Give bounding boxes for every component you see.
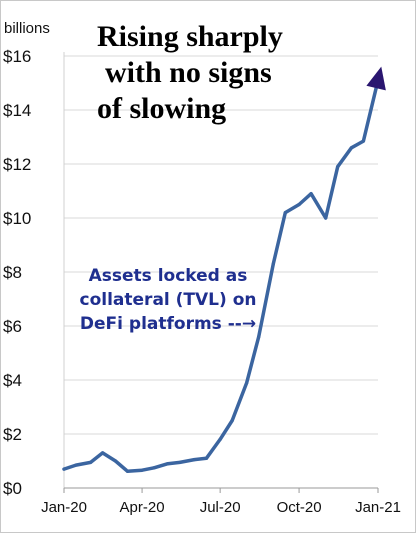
annotation-line: collateral (TVL) on [80, 290, 257, 310]
y-tick-label: $4 [3, 371, 22, 390]
data-point [204, 456, 209, 460]
data-point [113, 459, 118, 463]
data-point [257, 335, 261, 339]
data-point [178, 460, 182, 464]
data-point [218, 437, 222, 441]
y-tick-label: $0 [3, 479, 22, 498]
data-point [283, 211, 287, 215]
y-tick-label: $14 [3, 101, 31, 120]
data-point [245, 381, 249, 385]
annotation-line: Assets locked as [89, 266, 248, 286]
y-tick-label: $2 [3, 425, 22, 444]
data-point [125, 469, 130, 473]
data-point [361, 139, 366, 143]
data-point [230, 418, 234, 423]
chart-title-line: Rising sharply [97, 20, 283, 53]
data-point [336, 165, 340, 169]
y-tick-label: $10 [3, 209, 31, 228]
data-point [140, 468, 144, 472]
y-tick-label: $6 [3, 317, 22, 336]
chart-title-line: of slowing [97, 92, 226, 125]
x-tick-label: Jan-21 [355, 499, 401, 516]
data-point [152, 466, 156, 470]
axes [63, 52, 378, 489]
data-point [324, 216, 328, 220]
chart-title-line: with no signs [105, 56, 272, 89]
data-point [62, 467, 66, 471]
data-point [271, 262, 275, 266]
x-tick-label: Oct-20 [277, 499, 322, 516]
x-tick-label: Jul-20 [200, 499, 241, 516]
line-arrowhead [366, 66, 386, 91]
y-tick-label: $12 [3, 155, 31, 174]
x-tick-label: Apr-20 [120, 499, 165, 516]
data-point [101, 451, 105, 455]
data-point [88, 460, 93, 464]
data-point [297, 202, 301, 207]
data-point [166, 462, 170, 466]
annotation-line: DeFi platforms --→ [80, 314, 256, 334]
series-group [62, 66, 386, 474]
data-point [192, 458, 197, 462]
y-tick-labels: $0 $2 $4 $6 $8 $10 $12 $14 $16 [3, 47, 31, 498]
data-point [74, 463, 78, 467]
tvl-annotation: Assets locked as collateral (TVL) on DeFi … [80, 266, 257, 334]
x-tick-labels: Jan-20 Apr-20 Jul-20 Oct-20 Jan-21 [41, 488, 401, 516]
gridlines [64, 55, 378, 435]
y-tick-label: $8 [3, 263, 22, 282]
y-tick-label: $16 [3, 47, 31, 66]
data-point [349, 146, 354, 150]
data-point [309, 192, 313, 196]
y-axis-unit-label: billions [4, 20, 50, 37]
x-tick-label: Jan-20 [41, 499, 87, 516]
